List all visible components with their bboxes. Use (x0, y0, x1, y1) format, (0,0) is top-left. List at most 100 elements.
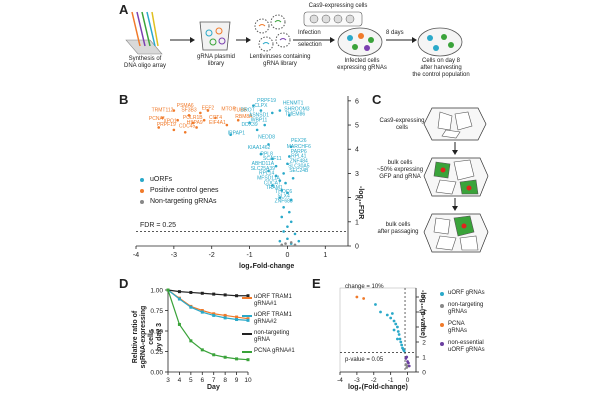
legend-line (242, 333, 252, 335)
data-point (282, 172, 285, 175)
panel-d-letter: D (119, 276, 129, 291)
data-point (278, 196, 282, 199)
cas9-cells-dish-icon (423, 107, 487, 141)
data-point (274, 164, 278, 168)
gene-label: KIAA1462 (248, 145, 271, 151)
data-point (172, 128, 176, 132)
legend-non-essential-uorf: non-essential uORF gRNAs (448, 340, 485, 353)
y-tick-label: 0.50 (150, 329, 163, 336)
y-tick-label: 5 (355, 123, 359, 130)
data-point (223, 316, 227, 320)
data-point (267, 169, 270, 173)
legend-line (242, 351, 252, 353)
x-tick-label: -4 (133, 252, 139, 259)
legend-pcna-grnas: PCNA gRNAs (448, 321, 468, 334)
legend-non-targeting-grnas: non-targeting gRNAs (448, 302, 484, 315)
step5-label: Cells on day 8 after harvesting the cont… (412, 58, 470, 78)
data-point (406, 360, 409, 363)
gene-label: EEF2 (202, 105, 215, 111)
gene-label: CLPX (254, 103, 268, 109)
data-point (401, 348, 405, 351)
data-point (177, 290, 181, 294)
x-tick-label: -1 (246, 252, 252, 259)
data-point (177, 297, 181, 301)
panel-c-letter: C (372, 92, 382, 107)
step1-label: Synthesis of DNA oligo array (123, 56, 167, 69)
data-point (191, 121, 195, 124)
data-point (259, 109, 263, 112)
data-point (274, 174, 278, 178)
x-tick-label: -1 (388, 377, 394, 384)
oligo-array-icon (125, 11, 163, 55)
y-tick-label: 1 (355, 219, 359, 226)
x-tick-label: -2 (371, 377, 377, 384)
step4-label: Infected cells expressing gRNAs (337, 58, 387, 71)
data-point (286, 191, 289, 195)
gene-label: PRPF19 (157, 122, 176, 128)
data-point (206, 109, 210, 112)
data-point (288, 155, 291, 158)
data-point (392, 319, 396, 323)
data-point (405, 355, 409, 359)
infection-label: Infection (298, 30, 321, 36)
data-point (235, 294, 239, 298)
gene-label: SCAF11 (263, 156, 282, 162)
x-tick-label: -4 (337, 377, 343, 384)
gene-label: ZNF688 (275, 198, 293, 204)
data-point (399, 340, 403, 344)
x-tick-label: -3 (171, 252, 177, 259)
data-point (183, 130, 187, 134)
x-tick-label: -2 (209, 252, 215, 259)
data-point (289, 198, 293, 202)
gene-label: CCT4 (209, 115, 222, 121)
data-point (396, 330, 400, 333)
data-point (246, 318, 250, 322)
data-point (223, 293, 227, 297)
data-point (212, 292, 216, 296)
legend-swatch (440, 292, 444, 296)
y-tick-label: 3 (422, 325, 426, 332)
gene-label: RPL8 (260, 151, 273, 157)
passaged-cells-dish-icon (423, 213, 489, 253)
panel-b-xlabel: log₂Fold-change (239, 263, 295, 270)
gene-label: POLR1B (183, 115, 203, 121)
data-point (212, 312, 216, 316)
x-tick-label: 8 (223, 377, 227, 384)
data-point (267, 143, 270, 146)
data-point (212, 353, 216, 357)
data-point (374, 303, 377, 306)
gene-label: PCNA* (149, 116, 165, 122)
data-point (291, 176, 295, 180)
change-label: change = 10% (345, 284, 384, 290)
data-point (223, 313, 227, 317)
data-point (229, 133, 232, 137)
gene-label: RPL14 (259, 171, 275, 177)
data-point (396, 337, 399, 341)
data-point (255, 128, 259, 132)
gene-label: SF3B3 (181, 108, 197, 114)
data-point (282, 230, 285, 233)
data-point (284, 242, 287, 245)
data-point (278, 109, 282, 112)
gene-label: IRPAP1 (228, 131, 246, 137)
data-point (223, 355, 227, 359)
y-tick-label: 3 (355, 171, 359, 178)
data-point (246, 294, 250, 298)
x-tick-label: 0 (406, 377, 410, 384)
legend-swatch (140, 200, 144, 204)
y-tick-label: 0.00 (150, 370, 163, 377)
data-point (288, 210, 291, 214)
data-point (246, 317, 250, 321)
y-tick-label: 2 (422, 340, 426, 347)
legend-positive-controls: Positive control genes (150, 187, 219, 194)
data-point (248, 121, 251, 124)
legend-swatch (140, 189, 144, 193)
data-point (407, 364, 411, 368)
panel-d-legend: uORF TRAM1 gRNA#1 uORF TRAM1 gRNA#2 non-… (242, 294, 312, 360)
panel-c-top-label: Cas9-expressing cells (379, 118, 425, 131)
cas9-cells-icon (303, 11, 363, 27)
series-line (167, 289, 249, 320)
x-tick-label: 4 (178, 377, 182, 384)
data-point (252, 104, 255, 107)
